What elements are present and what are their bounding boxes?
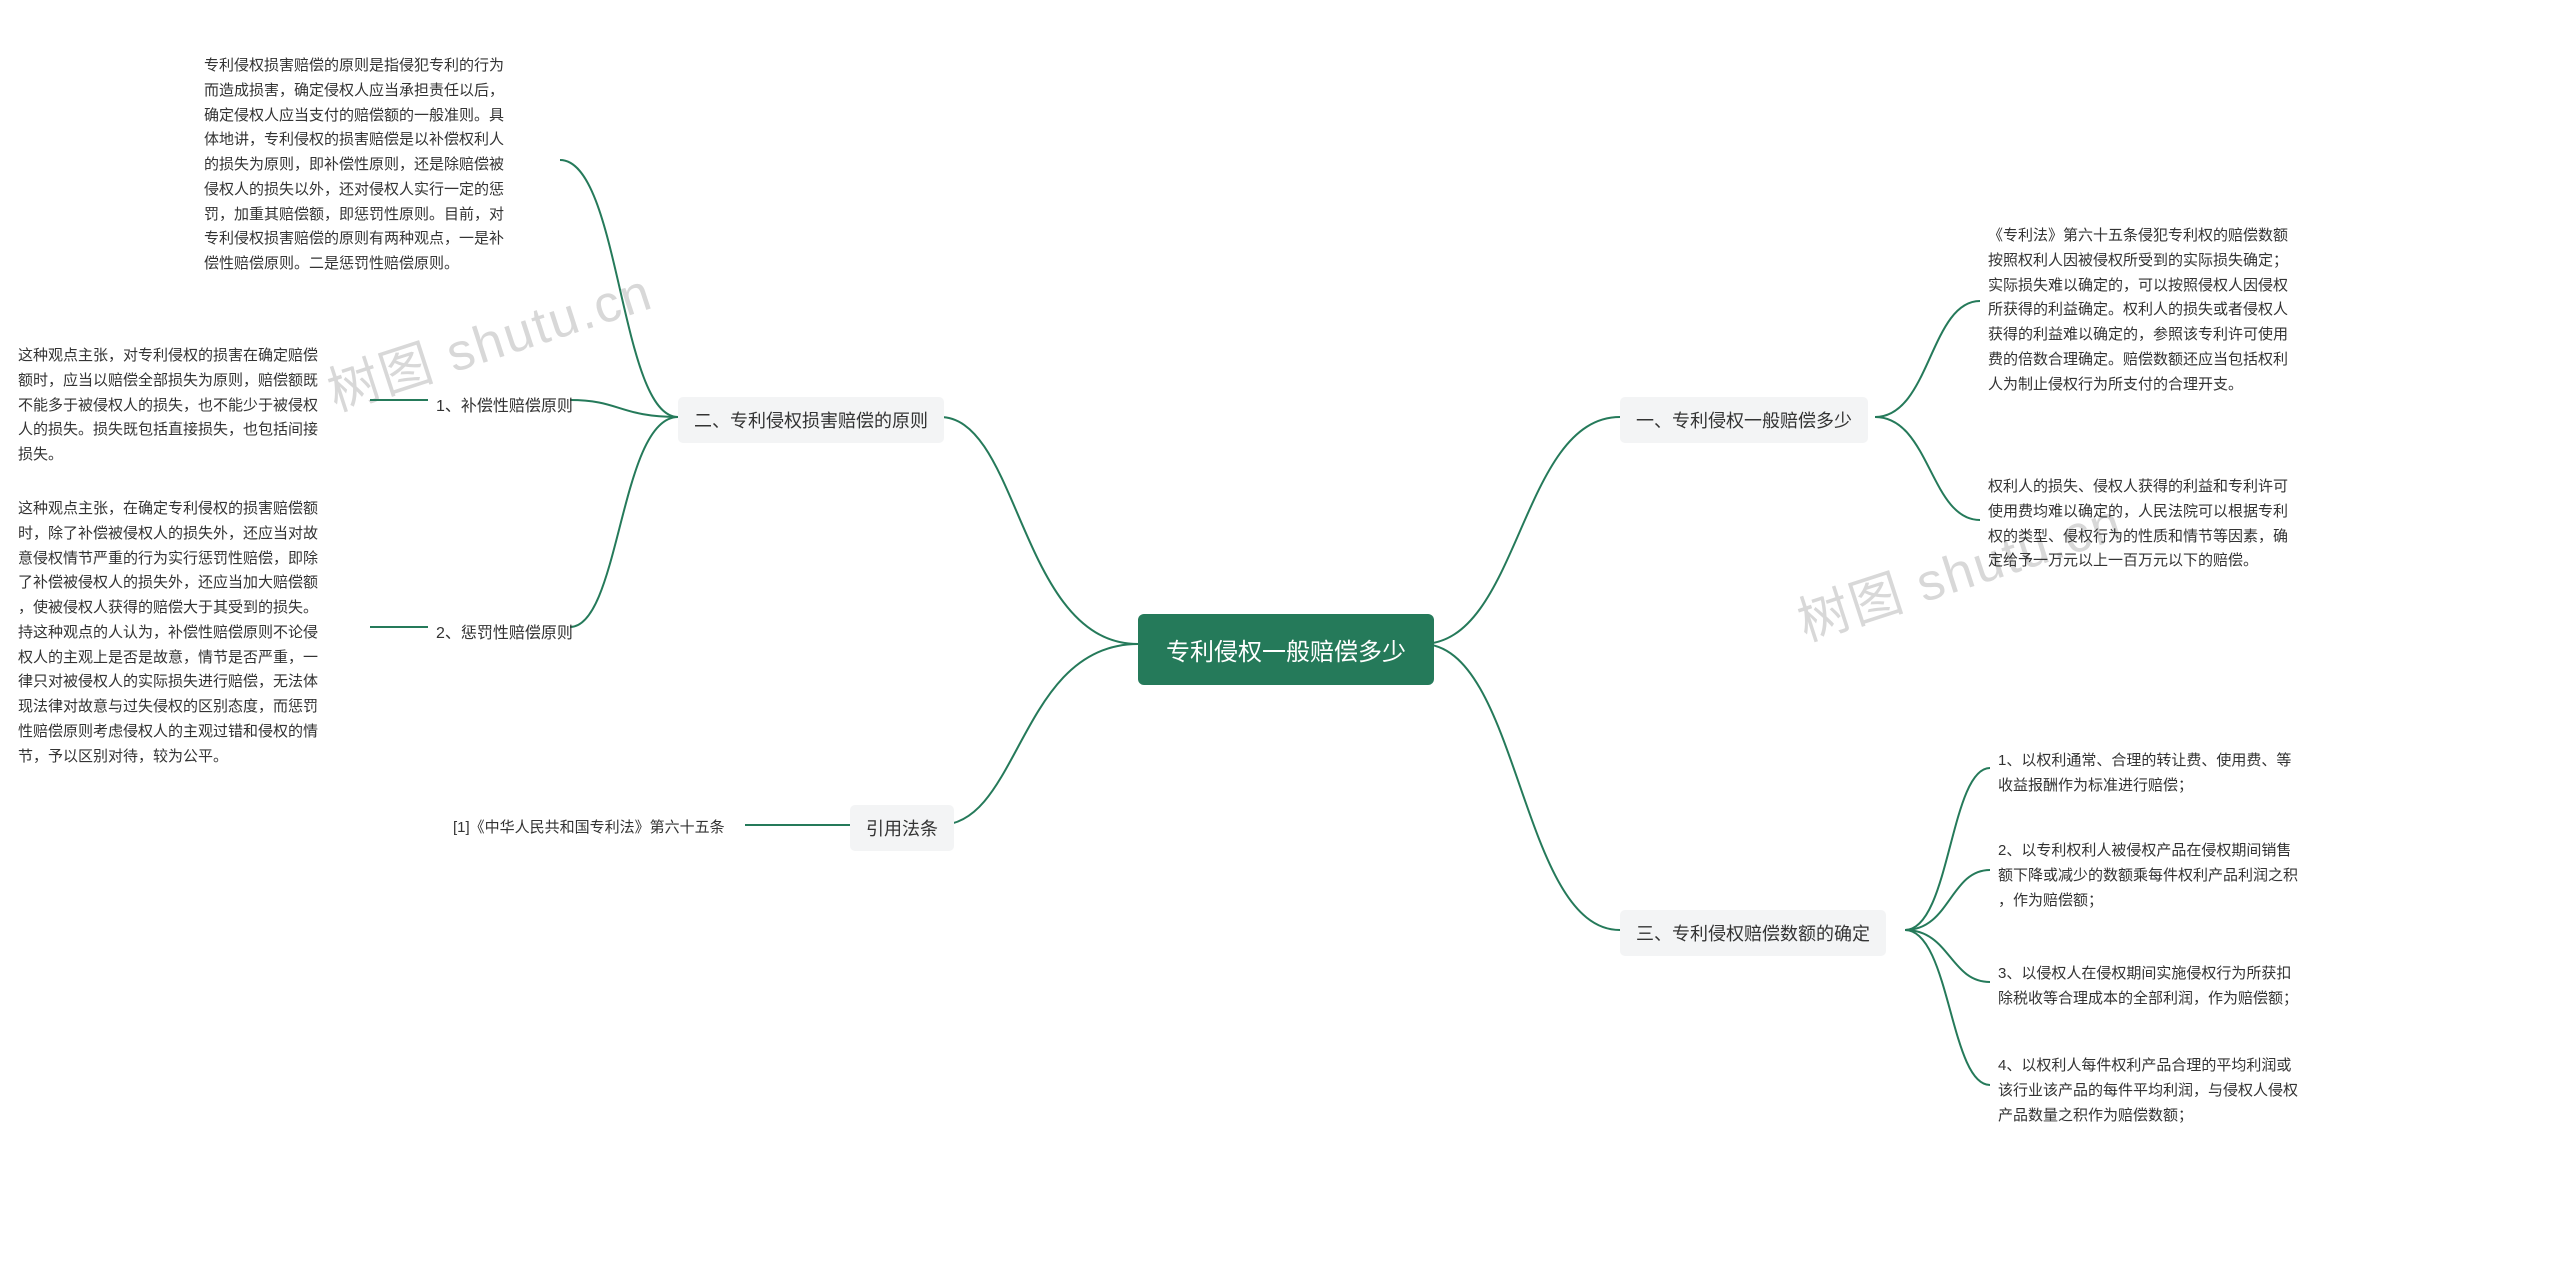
section-2-intro: 专利侵权损害赔偿的原则是指侵犯专利的行为 而造成损害，确定侵权人应当承担责任以后… — [196, 50, 566, 281]
section-3-leaf-2: 2、以专利权利人被侵权产品在侵权期间销售 额下降或减少的数额乘每件权利产品利润之… — [1990, 835, 2360, 917]
section-3-leaf-3: 3、以侵权人在侵权期间实施侵权行为所获扣 除税收等合理成本的全部利润，作为赔偿额… — [1990, 958, 2360, 1016]
ref-section: 引用法条 — [850, 805, 954, 851]
section-2-sub1-text: 这种观点主张，对专利侵权的损害在确定赔偿 额时，应当以赔偿全部损失为原则，赔偿额… — [10, 340, 380, 472]
section-1: 一、专利侵权一般赔偿多少 — [1620, 397, 1868, 443]
section-3-leaf-4: 4、以权利人每件权利产品合理的平均利润或 该行业该产品的每件平均利润，与侵权人侵… — [1990, 1050, 2360, 1132]
section-2: 二、专利侵权损害赔偿的原则 — [678, 397, 944, 443]
section-1-leaf-2: 权利人的损失、侵权人获得的利益和专利许可 使用费均难以确定的，人民法院可以根据专… — [1980, 471, 2350, 578]
center-node: 专利侵权一般赔偿多少 — [1138, 614, 1434, 685]
ref-text: [1]《中华人民共和国专利法》第六十五条 — [445, 812, 733, 845]
section-2-sub1: 1、补偿性赔偿原则 — [428, 388, 581, 420]
section-2-sub2-text: 这种观点主张，在确定专利侵权的损害赔偿额 时，除了补偿被侵权人的损失外，还应当对… — [10, 493, 380, 773]
section-3: 三、专利侵权赔偿数额的确定 — [1620, 910, 1886, 956]
section-3-leaf-1: 1、以权利通常、合理的转让费、使用费、等 收益报酬作为标准进行赔偿； — [1990, 745, 2360, 803]
section-2-sub2: 2、惩罚性赔偿原则 — [428, 615, 581, 647]
section-1-leaf-1: 《专利法》第六十五条侵犯专利权的赔偿数额 按照权利人因被侵权所受到的实际损失确定… — [1980, 220, 2350, 401]
